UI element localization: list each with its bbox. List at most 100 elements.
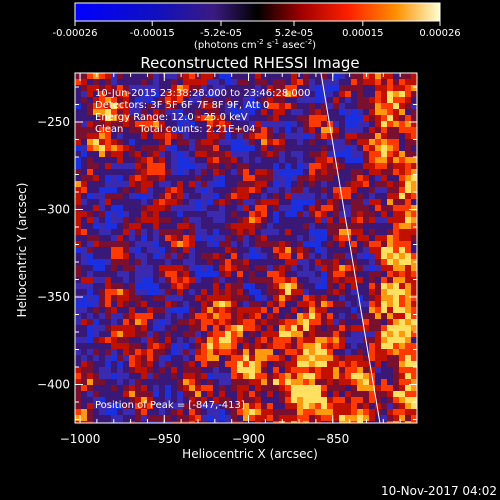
- heatmap-cell: [381, 343, 387, 349]
- annotation-clean: Clean Total counts: 2.21E+04: [95, 124, 255, 135]
- heatmap-cell: [237, 391, 243, 397]
- heatmap-cell: [165, 301, 171, 307]
- heatmap-cell: [285, 331, 291, 337]
- heatmap-cell: [411, 367, 417, 373]
- heatmap-cell: [195, 265, 201, 271]
- heatmap-cell: [285, 385, 291, 391]
- heatmap-cell: [177, 253, 183, 259]
- heatmap-cell: [369, 349, 375, 355]
- heatmap-cell: [369, 295, 375, 301]
- heatmap-cell: [195, 379, 201, 385]
- heatmap-cell: [261, 403, 267, 409]
- heatmap-cell: [285, 415, 291, 421]
- heatmap-cell: [135, 409, 141, 415]
- heatmap-cell: [333, 211, 339, 217]
- heatmap-cell: [297, 79, 303, 85]
- heatmap-cell: [363, 133, 369, 139]
- heatmap-cell: [153, 349, 159, 355]
- heatmap-cell: [315, 313, 321, 319]
- heatmap-cell: [309, 133, 315, 139]
- heatmap-cell: [135, 277, 141, 283]
- heatmap-cell: [375, 139, 381, 145]
- heatmap-cell: [87, 421, 93, 423]
- heatmap-cell: [177, 223, 183, 229]
- heatmap-cell: [285, 295, 291, 301]
- heatmap-cell: [363, 79, 369, 85]
- heatmap-cell: [75, 193, 81, 199]
- heatmap-cell: [381, 175, 387, 181]
- heatmap-cell: [393, 331, 399, 337]
- heatmap-cell: [309, 379, 315, 385]
- heatmap-cell: [273, 313, 279, 319]
- heatmap-cell: [303, 271, 309, 277]
- heatmap-cell: [189, 307, 195, 313]
- heatmap-cell: [393, 151, 399, 157]
- heatmap-cell: [309, 403, 315, 409]
- heatmap-cell: [147, 367, 153, 373]
- heatmap-cell: [243, 295, 249, 301]
- heatmap-cell: [201, 355, 207, 361]
- heatmap-cell: [165, 181, 171, 187]
- heatmap-cell: [393, 271, 399, 277]
- heatmap: [75, 73, 417, 423]
- heatmap-cell: [249, 319, 255, 325]
- heatmap-cell: [357, 223, 363, 229]
- heatmap-cell: [123, 349, 129, 355]
- heatmap-cell: [303, 79, 309, 85]
- heatmap-cell: [399, 181, 405, 187]
- heatmap-cell: [231, 127, 237, 133]
- heatmap-cell: [177, 229, 183, 235]
- heatmap-cell: [183, 217, 189, 223]
- heatmap-cell: [237, 361, 243, 367]
- heatmap-cell: [291, 379, 297, 385]
- heatmap-cell: [201, 187, 207, 193]
- heatmap-cell: [285, 343, 291, 349]
- heatmap-cell: [357, 121, 363, 127]
- heatmap-cell: [333, 271, 339, 277]
- heatmap-cell: [165, 277, 171, 283]
- heatmap-cell: [339, 91, 345, 97]
- heatmap-cell: [297, 133, 303, 139]
- heatmap-cell: [93, 235, 99, 241]
- heatmap-cell: [129, 349, 135, 355]
- heatmap-cell: [411, 331, 417, 337]
- heatmap-cell: [273, 271, 279, 277]
- heatmap-cell: [369, 127, 375, 133]
- heatmap-cell: [141, 229, 147, 235]
- heatmap-cell: [393, 241, 399, 247]
- heatmap-cell: [387, 79, 393, 85]
- heatmap-cell: [333, 73, 339, 79]
- heatmap-cell: [357, 229, 363, 235]
- heatmap-cell: [363, 379, 369, 385]
- heatmap-cell: [117, 415, 123, 421]
- heatmap-cell: [117, 133, 123, 139]
- heatmap-cell: [249, 301, 255, 307]
- heatmap-cell: [177, 409, 183, 415]
- heatmap-cell: [153, 223, 159, 229]
- heatmap-cell: [87, 313, 93, 319]
- heatmap-cell: [351, 85, 357, 91]
- heatmap-cell: [369, 133, 375, 139]
- heatmap-cell: [243, 193, 249, 199]
- heatmap-cell: [87, 385, 93, 391]
- heatmap-cell: [339, 415, 345, 421]
- heatmap-cell: [213, 367, 219, 373]
- heatmap-cell: [261, 193, 267, 199]
- heatmap-cell: [327, 79, 333, 85]
- heatmap-cell: [381, 91, 387, 97]
- heatmap-cell: [405, 181, 411, 187]
- heatmap-cell: [297, 241, 303, 247]
- heatmap-cell: [405, 355, 411, 361]
- heatmap-cell: [171, 187, 177, 193]
- heatmap-cell: [225, 289, 231, 295]
- heatmap-cell: [297, 421, 303, 423]
- heatmap-cell: [243, 253, 249, 259]
- colorbar-tick-label: 0.00015: [342, 28, 383, 39]
- heatmap-cell: [195, 295, 201, 301]
- heatmap-cell: [87, 121, 93, 127]
- heatmap-cell: [393, 97, 399, 103]
- heatmap-cell: [111, 235, 117, 241]
- heatmap-cell: [297, 355, 303, 361]
- heatmap-cell: [315, 259, 321, 265]
- heatmap-cell: [411, 79, 417, 85]
